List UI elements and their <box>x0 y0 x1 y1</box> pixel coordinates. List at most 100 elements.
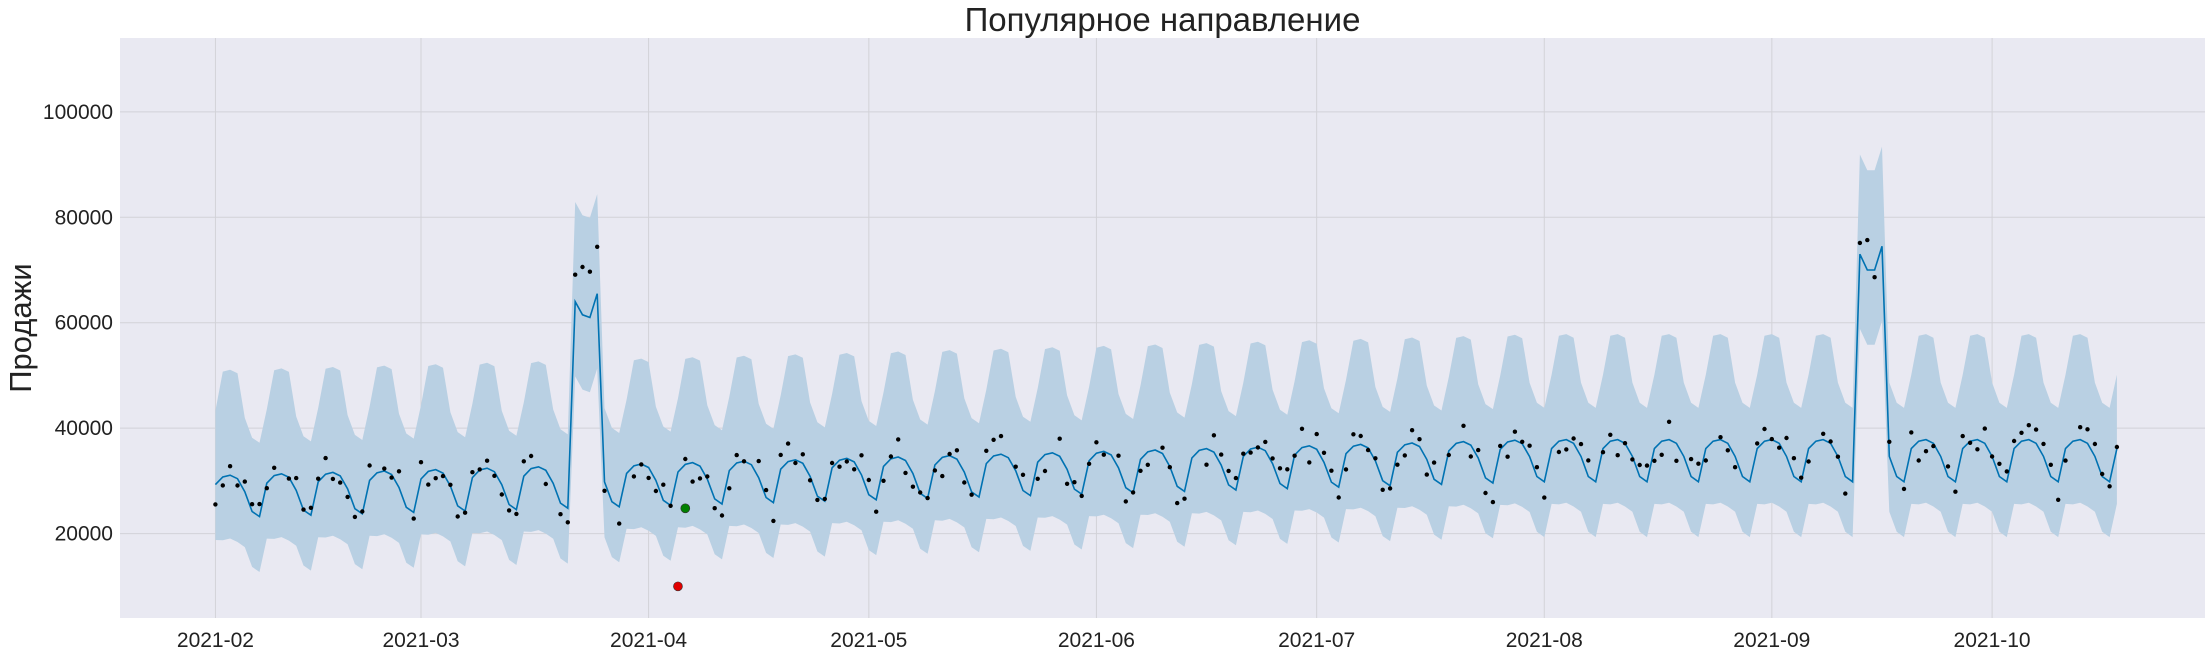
actual-point <box>1277 466 1283 471</box>
actual-point <box>727 486 732 491</box>
actual-point <box>1263 439 1268 445</box>
actual-point <box>683 456 688 462</box>
actual-point <box>1116 453 1121 458</box>
actual-point <box>756 458 761 464</box>
actual-point <box>947 451 952 457</box>
actual-point <box>1578 441 1584 447</box>
actual-point <box>418 460 424 465</box>
actual-point <box>800 452 805 457</box>
actual-point <box>940 473 945 479</box>
actual-point <box>1380 487 1385 492</box>
actual-point <box>220 483 225 488</box>
actual-point <box>1233 475 1239 481</box>
actual-point <box>2056 497 2061 502</box>
actual-point <box>617 521 622 526</box>
actual-point <box>1182 496 1187 501</box>
actual-point <box>1175 500 1180 506</box>
actual-point <box>580 264 585 270</box>
actual-point <box>653 488 659 494</box>
actual-point <box>558 512 563 517</box>
actual-point <box>1945 464 1951 469</box>
y-axis-ticks: 20000 40000 60000 80000 100000 <box>43 101 113 546</box>
actual-point <box>2085 427 2090 432</box>
actual-point <box>1762 426 1767 432</box>
actual-point <box>1857 240 1863 246</box>
actual-point <box>785 441 791 446</box>
actual-point <box>1989 454 1995 459</box>
actual-point <box>1769 436 1775 442</box>
actual-point <box>998 433 1004 439</box>
actual-point <box>455 514 460 519</box>
actual-point <box>1299 426 1305 431</box>
actual-point <box>822 496 827 502</box>
actual-point <box>1094 440 1099 445</box>
actual-point <box>1424 472 1430 477</box>
actual-point <box>954 448 960 453</box>
actual-point <box>1527 443 1532 448</box>
actual-point <box>1777 445 1782 450</box>
actual-point <box>1138 468 1143 473</box>
highlight-point <box>680 503 691 514</box>
actual-point <box>1865 237 1870 243</box>
actual-points <box>213 237 2120 526</box>
actual-point <box>1505 454 1510 459</box>
actual-point <box>925 495 930 501</box>
actual-point <box>227 464 233 469</box>
actual-point <box>991 437 996 442</box>
x-tick-label: 2021-07 <box>1278 629 1355 651</box>
actual-point <box>807 478 813 483</box>
actual-point <box>1571 436 1576 441</box>
actual-point <box>1270 456 1275 461</box>
actual-point <box>440 473 446 479</box>
actual-point <box>705 474 710 479</box>
actual-point <box>1784 435 1789 441</box>
actual-point <box>264 486 269 491</box>
actual-point <box>1145 462 1151 467</box>
x-tick-label: 2021-09 <box>1733 629 1810 651</box>
actual-point <box>1461 423 1466 428</box>
actual-point <box>932 468 938 473</box>
actual-point <box>962 480 967 485</box>
actual-point <box>793 460 798 466</box>
actual-point <box>1211 433 1217 438</box>
actual-point <box>2078 425 2083 430</box>
actual-point <box>1101 452 1107 457</box>
actual-point <box>1013 464 1018 469</box>
actual-point <box>1718 435 1723 440</box>
x-tick-label: 2021-04 <box>610 629 687 651</box>
actual-point <box>470 470 475 475</box>
actual-point <box>719 513 725 518</box>
actual-point <box>1064 481 1070 486</box>
actual-point <box>1887 439 1892 444</box>
actual-point <box>1042 468 1048 474</box>
actual-point <box>1241 451 1246 456</box>
actual-point <box>1674 458 1679 463</box>
actual-point <box>1556 449 1562 455</box>
actual-point <box>1520 439 1525 444</box>
actual-point <box>242 479 247 484</box>
actual-point <box>528 453 534 459</box>
actual-point <box>1967 440 1973 445</box>
x-axis-ticks: 2021-02 2021-03 2021-04 2021-05 2021-06 2021-… <box>177 629 2031 651</box>
y-tick-label: 80000 <box>55 206 113 229</box>
actual-point <box>1307 460 1312 465</box>
x-tick-label: 2021-03 <box>382 629 459 651</box>
actual-point <box>2107 484 2112 489</box>
actual-point <box>1542 495 1547 500</box>
actual-point <box>1615 453 1620 458</box>
actual-point <box>514 511 519 517</box>
actual-point <box>1402 453 1408 458</box>
forecast-line <box>214 246 2118 518</box>
actual-point <box>573 272 578 277</box>
actual-point <box>1564 447 1569 452</box>
actual-point <box>565 520 570 525</box>
actual-point <box>2048 462 2053 467</box>
highlight-point <box>673 581 683 592</box>
actual-point <box>1072 480 1077 485</box>
actual-point <box>1086 461 1092 466</box>
actual-point <box>646 475 651 481</box>
actual-point <box>492 473 497 478</box>
actual-point <box>1703 458 1709 463</box>
actual-point <box>499 492 504 497</box>
forecast-yhat-line <box>214 246 2118 518</box>
